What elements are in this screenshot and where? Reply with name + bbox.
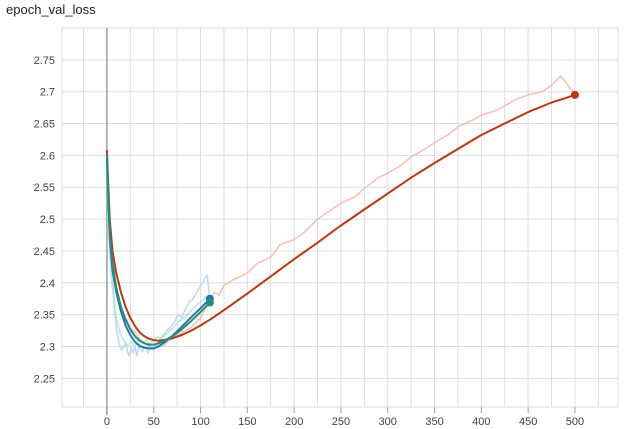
x-tick-label: 300: [379, 416, 397, 428]
x-tick-label: 200: [285, 416, 303, 428]
y-tick-label: 2.7: [40, 87, 55, 99]
axis-layer: 2.25 2.3 2.35 2.4 2.45 2.5 2.55 2.6 2.65 2.7 2.75 0…: [34, 28, 584, 428]
series-smoothed-line: [105, 154, 211, 350]
series-end-point: [570, 90, 579, 99]
x-tick-label: 400: [472, 416, 490, 428]
series-end-point: [205, 298, 214, 307]
x-tick-label: 0: [104, 416, 110, 428]
grid-layer: [61, 27, 619, 408]
y-tick-label: 2.65: [34, 119, 55, 131]
y-tick-label: 2.75: [34, 55, 55, 67]
x-tick-label: 450: [519, 416, 537, 428]
y-tick-label: 2.4: [40, 278, 55, 290]
plot-frame: [61, 27, 619, 408]
y-tick-label: 2.5: [40, 214, 55, 226]
x-tick-label: 500: [566, 416, 584, 428]
chart-title: epoch_val_loss: [6, 2, 96, 17]
x-tick-label: 100: [191, 416, 209, 428]
x-tick-label: 250: [332, 416, 350, 428]
series-layer: [105, 75, 579, 357]
series-raw-line: [106, 155, 211, 348]
y-tick-label: 2.55: [34, 182, 55, 194]
y-tick-label: 2.3: [40, 341, 55, 353]
series-smoothed-line: [105, 154, 211, 346]
y-tick-label: 2.25: [34, 373, 55, 385]
y-tick-label: 2.45: [34, 246, 55, 258]
x-tick-label: 150: [238, 416, 256, 428]
series-smoothed-line: [105, 93, 576, 342]
series-raw-line: [106, 161, 211, 357]
y-tick-label: 2.6: [40, 150, 55, 162]
x-tick-label: 50: [148, 416, 160, 428]
x-tick-label: 350: [425, 416, 443, 428]
y-tick-label: 2.35: [34, 310, 55, 322]
